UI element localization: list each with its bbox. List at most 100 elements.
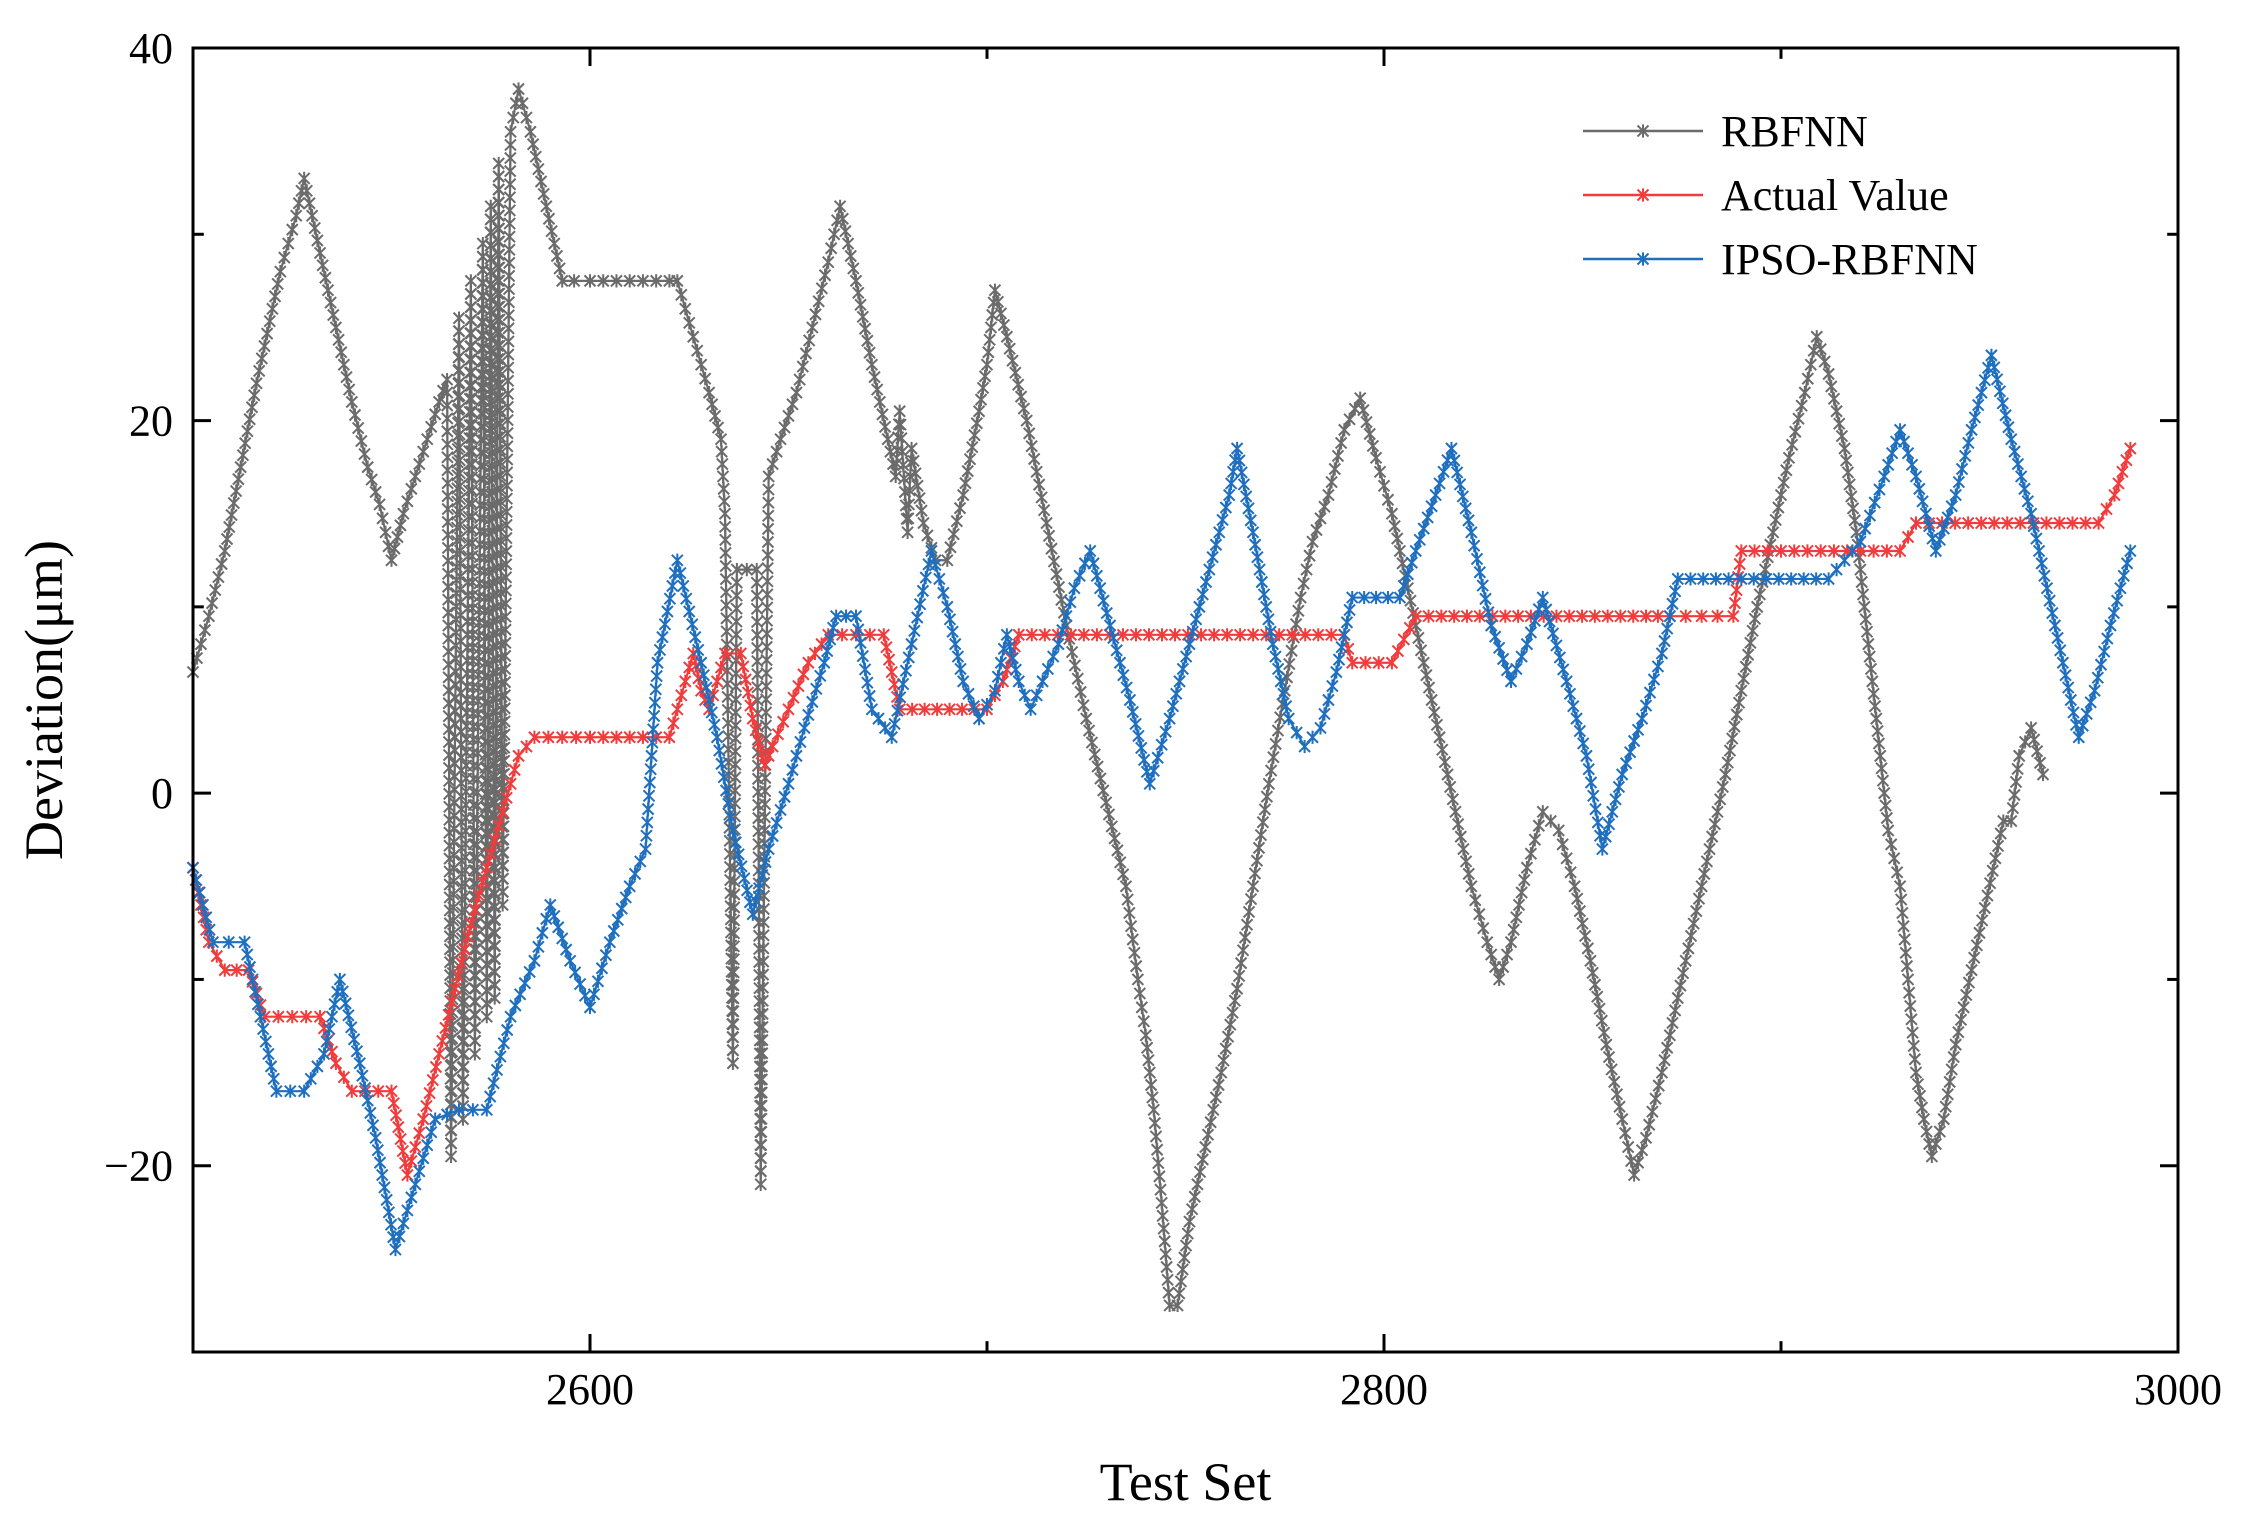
data-point-ipso-rbfnn [649, 682, 662, 696]
data-point-rbfnn [718, 520, 732, 534]
data-point-actual-value [1627, 609, 1640, 623]
data-point-actual-value [1909, 516, 1923, 530]
data-point-rbfnn [715, 445, 728, 459]
data-point-rbfnn [335, 345, 348, 359]
data-point-rbfnn [757, 941, 770, 955]
data-point-rbfnn [716, 457, 729, 471]
data-point-ipso-rbfnn [752, 881, 766, 895]
data-point-rbfnn [1232, 969, 1246, 983]
data-point-ipso-rbfnn [1655, 646, 1669, 661]
data-point-rbfnn [711, 420, 725, 435]
data-point-ipso-rbfnn [2091, 671, 2105, 685]
data-point-rbfnn [1473, 907, 1486, 921]
data-point-actual-value [1550, 609, 1563, 623]
data-point-ipso-rbfnn [1173, 674, 1186, 688]
data-point-rbfnn [1267, 750, 1280, 764]
data-point-rbfnn [1920, 1124, 1933, 1139]
data-point-rbfnn [1986, 864, 1999, 878]
data-point-rbfnn [1621, 1140, 1635, 1154]
data-point-ipso-rbfnn [1465, 525, 1478, 539]
data-point-rbfnn [1009, 366, 1022, 380]
data-point-rbfnn [1325, 475, 1338, 489]
data-point-rbfnn [1858, 600, 1871, 614]
data-point-ipso-rbfnn [528, 954, 541, 968]
data-point-ipso-rbfnn [1919, 507, 1933, 521]
data-point-rbfnn [719, 585, 733, 599]
data-point-rbfnn [1947, 1050, 1960, 1064]
data-point-actual-value [877, 628, 890, 642]
data-point-rbfnn [501, 426, 514, 440]
data-point-rbfnn [1690, 904, 1703, 918]
data-point-ipso-rbfnn [1314, 721, 1327, 735]
data-point-actual-value [458, 943, 471, 957]
data-point-rbfnn [567, 274, 581, 288]
data-point-rbfnn [1945, 1062, 1958, 1077]
data-point-ipso-rbfnn [782, 777, 795, 791]
data-point-rbfnn [1568, 879, 1581, 893]
data-point-rbfnn [1854, 563, 1867, 577]
data-point-ipso-rbfnn [2030, 531, 2043, 546]
data-point-rbfnn [1226, 1006, 1239, 1020]
data-point-rbfnn [1639, 1131, 1653, 1145]
data-point-rbfnn [465, 405, 478, 419]
data-point-rbfnn [671, 274, 684, 288]
data-point-rbfnn [534, 174, 548, 189]
data-point-rbfnn [1735, 684, 1748, 698]
data-point-ipso-rbfnn [1881, 458, 1895, 472]
legend-label: Actual Value [1721, 171, 1949, 220]
data-point-rbfnn [1322, 488, 1335, 502]
data-point-ipso-rbfnn [1107, 631, 1120, 645]
data-point-ipso-rbfnn [1282, 712, 1295, 726]
data-point-rbfnn [452, 350, 466, 364]
data-point-rbfnn [1114, 855, 1127, 869]
data-point-ipso-rbfnn [2054, 643, 2067, 657]
data-point-rbfnn [1254, 828, 1268, 842]
data-point-rbfnn [500, 531, 513, 545]
data-point-rbfnn [719, 559, 732, 573]
data-point-actual-value [451, 969, 465, 983]
data-point-actual-value [1372, 656, 1385, 670]
data-point-ipso-rbfnn [1573, 724, 1587, 738]
data-point-ipso-rbfnn [1479, 592, 1492, 606]
data-point-rbfnn [1417, 656, 1430, 670]
data-point-rbfnn [1968, 951, 1981, 965]
data-point-rbfnn [1014, 390, 1028, 404]
data-point-rbfnn [1139, 1028, 1153, 1042]
data-point-rbfnn [1459, 854, 1473, 869]
data-point-rbfnn [1615, 1112, 1629, 1126]
data-point-actual-value [1447, 609, 1461, 623]
data-point-ipso-rbfnn [382, 1205, 396, 1219]
data-point-rbfnn [501, 374, 515, 388]
data-point-ipso-rbfnn [1584, 775, 1598, 790]
data-point-ipso-rbfnn [1599, 830, 1612, 844]
data-point-ipso-rbfnn [1470, 552, 1484, 566]
data-point-rbfnn [488, 926, 502, 940]
data-point-ipso-rbfnn [911, 610, 924, 625]
data-point-rbfnn [1504, 935, 1518, 949]
data-point-ipso-rbfnn [1671, 572, 1684, 586]
data-point-ipso-rbfnn [902, 650, 915, 665]
data-point-rbfnn [327, 308, 340, 322]
data-point-rbfnn [1679, 954, 1692, 968]
data-point-rbfnn [488, 965, 502, 979]
data-point-ipso-rbfnn [1277, 687, 1290, 701]
data-point-rbfnn [1848, 513, 1861, 527]
data-point-ipso-rbfnn [1905, 458, 1919, 472]
data-point-actual-value [787, 691, 800, 705]
data-point-actual-value [1460, 609, 1474, 623]
data-point-ipso-rbfnn [267, 1072, 280, 1086]
data-point-rbfnn [802, 333, 816, 348]
data-point-ipso-rbfnn [552, 920, 565, 934]
data-point-ipso-rbfnn [1170, 687, 1183, 701]
data-point-ipso-rbfnn [640, 829, 653, 843]
data-point-rbfnn [1343, 412, 1356, 426]
data-point-rbfnn [1042, 529, 1056, 543]
data-point-rbfnn [1357, 403, 1370, 417]
data-point-rbfnn [1158, 1234, 1171, 1248]
data-point-rbfnn [1684, 929, 1698, 943]
data-point-rbfnn [1907, 1039, 1920, 1053]
data-point-ipso-rbfnn [991, 670, 1005, 684]
data-point-rbfnn [491, 378, 504, 392]
data-point-ipso-rbfnn [595, 961, 609, 975]
data-point-rbfnn [1855, 575, 1868, 589]
